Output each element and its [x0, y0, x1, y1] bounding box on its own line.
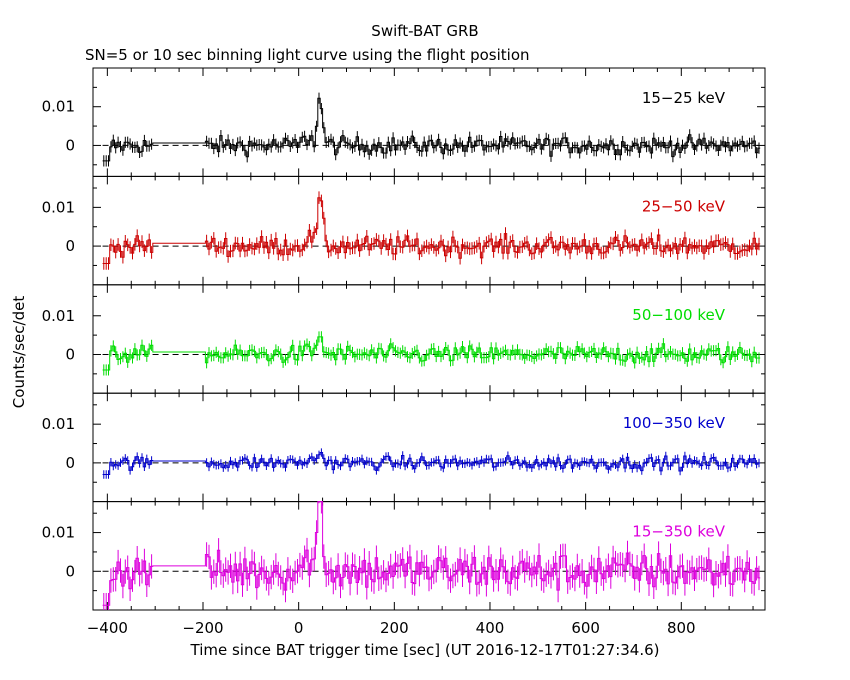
series-error-bars [103, 501, 760, 610]
panels-group: 0 0.01 15−25 keV 0 0.01 25−50 keV 0 0.01 50−100 … [42, 67, 766, 637]
series-label: 100−350 keV [623, 414, 726, 432]
y-tick-label: 0.01 [42, 415, 75, 433]
x-axis-label: Time since BAT trigger time [sec] (UT 20… [190, 641, 660, 659]
panel-frame [92, 392, 766, 503]
series-line [102, 197, 761, 264]
y-tick-label: 0.01 [42, 98, 75, 116]
x-tick-label: −200 [182, 619, 223, 637]
x-tick-label: 400 [476, 619, 505, 637]
x-tick-label: 200 [380, 619, 409, 637]
series-label: 50−100 keV [632, 306, 725, 324]
panel-frame [92, 67, 766, 177]
panel-frame [92, 284, 766, 394]
y-tick-label: 0 [65, 454, 75, 472]
y-tick-label: 0.01 [42, 198, 75, 216]
y-tick-label: 0 [65, 562, 75, 580]
y-tick-label: 0.01 [42, 307, 75, 325]
series-label: 25−50 keV [642, 197, 726, 215]
series-label: 15−350 keV [632, 523, 725, 541]
y-tick-label: 0.01 [42, 524, 75, 542]
y-tick-label: 0 [65, 136, 75, 154]
series-error-bars [103, 448, 760, 479]
series-line [102, 501, 761, 606]
series-line [102, 452, 761, 475]
panel-frame [92, 175, 766, 286]
x-tick-label: 800 [667, 619, 696, 637]
x-tick-label: 0 [294, 619, 304, 637]
series-error-bars [103, 331, 760, 376]
panel-frame [92, 501, 766, 611]
x-tick-label: 600 [571, 619, 600, 637]
y-tick-label: 0 [65, 345, 75, 363]
chart-title: Swift-BAT GRB [371, 22, 478, 40]
series-line [102, 336, 761, 371]
y-axis-label: Counts/sec/det [10, 296, 28, 409]
series-line [102, 97, 761, 162]
chart-subtitle: SN=5 or 10 sec binning light curve using… [85, 46, 530, 64]
y-tick-label: 0 [65, 237, 75, 255]
series-label: 15−25 keV [642, 89, 726, 107]
x-tick-label: −400 [87, 619, 128, 637]
